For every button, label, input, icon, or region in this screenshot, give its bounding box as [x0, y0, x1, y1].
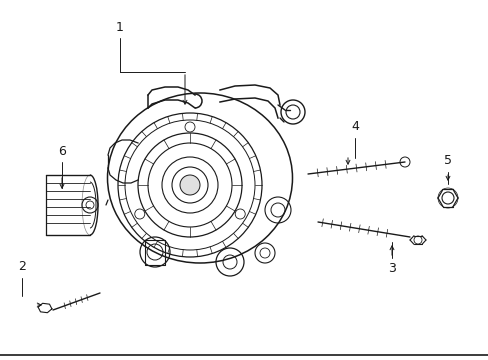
Text: 4: 4	[350, 120, 358, 133]
Circle shape	[180, 175, 200, 195]
Text: 1: 1	[116, 21, 123, 34]
Text: 6: 6	[58, 145, 66, 158]
Text: 2: 2	[18, 260, 26, 273]
Text: 3: 3	[387, 262, 395, 275]
Text: 5: 5	[443, 154, 451, 167]
